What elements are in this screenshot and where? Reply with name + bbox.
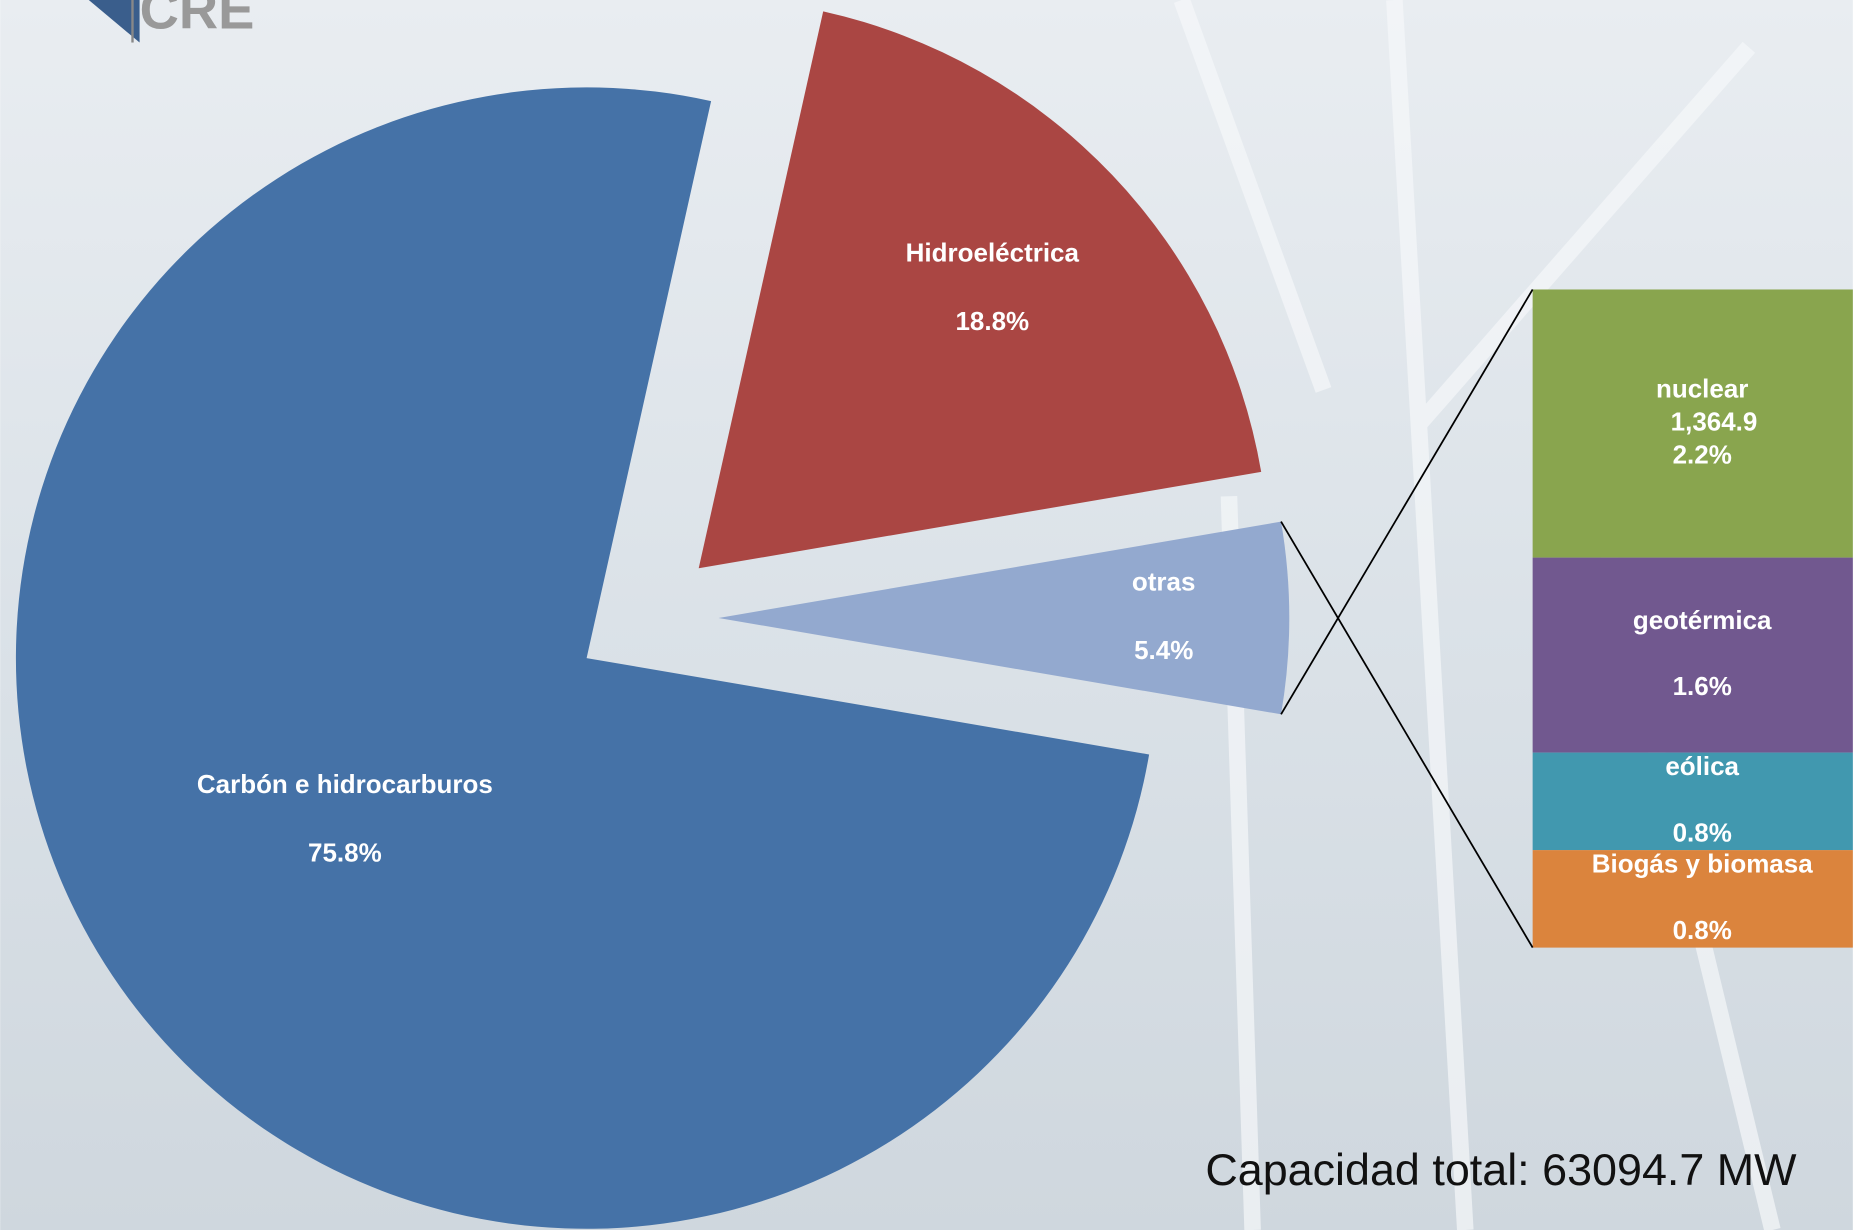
bar-value-label: 2.2% — [1673, 439, 1732, 469]
chart: CRE Carbón e hidrocarburos 75.8% Hidroeléc… — [0, 0, 1853, 1230]
bar-label: nuclear — [1656, 373, 1748, 403]
bar-value-label: 1.6% — [1673, 671, 1732, 701]
bar-label: Biogás y biomasa — [1592, 849, 1813, 879]
bar-label: geotérmica — [1633, 605, 1772, 635]
slice-value-label: 18.8% — [955, 306, 1029, 336]
note: Capacidad total: 63094.7 MW — [1205, 1144, 1797, 1195]
slice-label: Carbón e hidrocarburos — [197, 769, 493, 799]
bar-value-label: 0.8% — [1673, 817, 1732, 847]
bar-value-label: 0.8% — [1673, 915, 1732, 945]
breakdown-bar — [1533, 558, 1853, 753]
slice-value-label: 75.8% — [308, 837, 382, 867]
bar-mw-label: 1,364.9 — [1671, 406, 1758, 436]
slice-value-label: 5.4% — [1134, 635, 1193, 665]
slice-label: Hidroeléctrica — [906, 238, 1080, 268]
bar-label: eólica — [1665, 751, 1739, 781]
page: CRE Carbón e hidrocarburos 75.8% Hidroeléc… — [0, 0, 1853, 1230]
slice-label: otras — [1132, 567, 1196, 597]
logo-text: CRE — [140, 0, 255, 41]
